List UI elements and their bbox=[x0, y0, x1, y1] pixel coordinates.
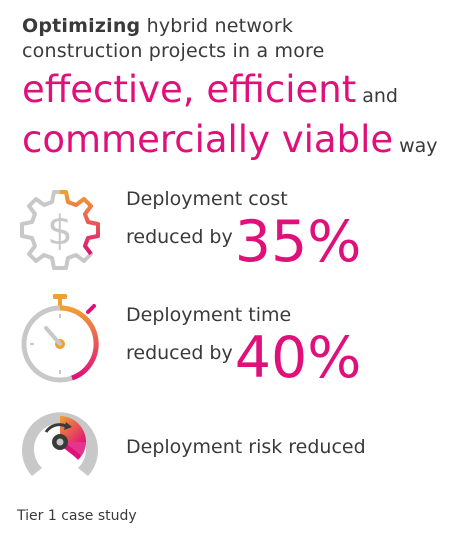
stat-time-line2: reduced by bbox=[126, 342, 233, 364]
headline-bold: Optimizing bbox=[22, 15, 141, 37]
stat-time-value: 40% bbox=[234, 325, 362, 391]
stat-cost-line1: Deployment cost bbox=[126, 188, 288, 210]
risk-gauge-icon bbox=[16, 398, 104, 486]
stat-time-text: Deployment time reduced by40% bbox=[126, 302, 361, 388]
stopwatch-icon bbox=[16, 292, 104, 383]
headline-emphasis-2: commercially viable bbox=[22, 118, 394, 161]
svg-text:$: $ bbox=[47, 208, 72, 254]
stat-risk-line1: Deployment risk reduced bbox=[126, 436, 366, 458]
stat-cost-text: Deployment cost reduced by35% bbox=[126, 186, 361, 272]
stat-cost-line2: reduced by bbox=[126, 226, 233, 248]
headline-line4: commercially viable way bbox=[22, 118, 452, 168]
headline-line3: effective, efficient and bbox=[22, 68, 452, 118]
headline-emphasis-1: effective, efficient bbox=[22, 68, 357, 111]
stat-time-line1: Deployment time bbox=[126, 304, 292, 326]
headline-line1-rest: hybrid network bbox=[140, 15, 294, 37]
headline-and: and bbox=[362, 85, 398, 107]
stat-risk-text: Deployment risk reduced bbox=[126, 434, 366, 460]
headline-line1: Optimizing hybrid network bbox=[22, 14, 452, 39]
stat-cost-value: 35% bbox=[234, 209, 362, 275]
headline: Optimizing hybrid network construction p… bbox=[22, 14, 452, 168]
headline-way: way bbox=[399, 135, 438, 157]
headline-line2: construction projects in a more bbox=[22, 40, 325, 62]
footer-note: Tier 1 case study bbox=[17, 508, 137, 524]
gear-dollar-icon: $ bbox=[16, 186, 104, 274]
